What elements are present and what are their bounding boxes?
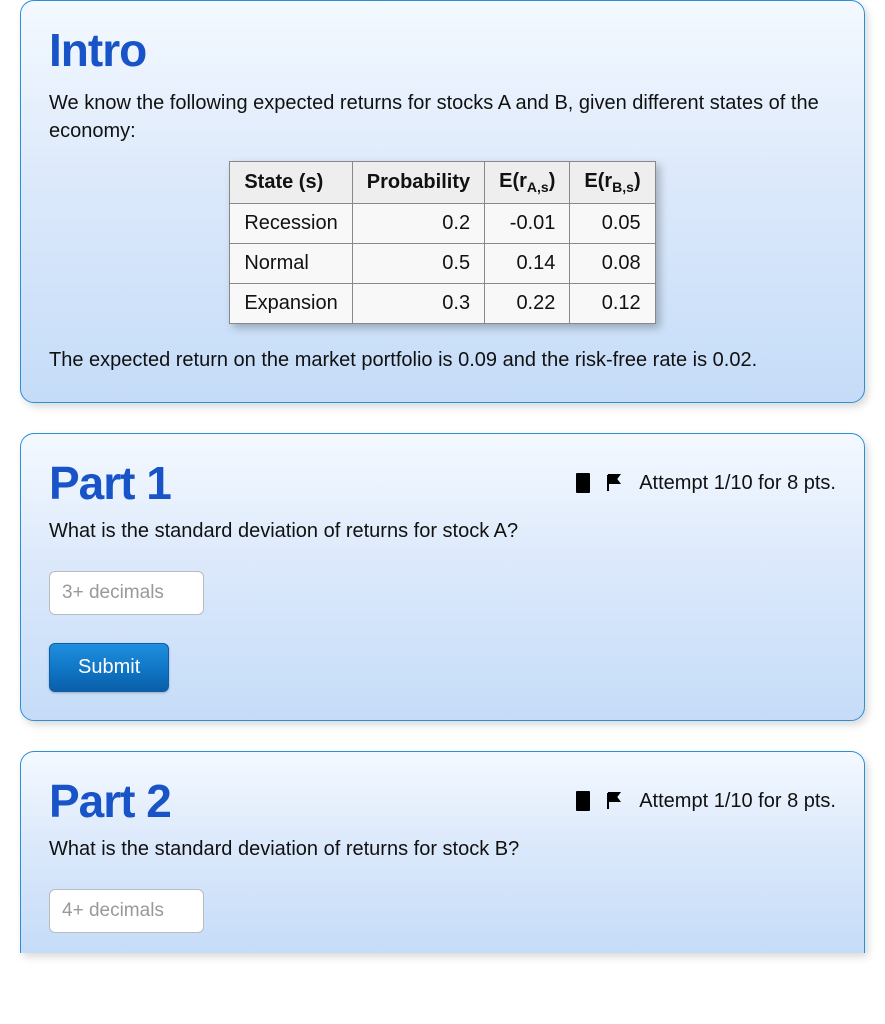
part2-meta: Attempt 1/10 for 8 pts.	[575, 790, 836, 813]
part1-card: Part 1 Attempt 1/10 for 8 pts. What is t…	[20, 433, 865, 721]
part2-question: What is the standard deviation of return…	[49, 838, 836, 861]
part1-question: What is the standard deviation of return…	[49, 520, 836, 543]
part2-header: Part 2 Attempt 1/10 for 8 pts.	[49, 774, 836, 828]
calculator-icon[interactable]	[575, 790, 591, 812]
calculator-icon[interactable]	[575, 472, 591, 494]
part2-title: Part 2	[49, 774, 171, 828]
flag-icon[interactable]	[605, 473, 625, 493]
returns-table-wrap: State (s) Probability E(rA,s) E(rB,s) Re…	[49, 161, 836, 324]
part1-submit-button[interactable]: Submit	[49, 643, 169, 692]
cell-rb: 0.05	[570, 204, 655, 244]
cell-ra: 0.22	[485, 284, 570, 324]
part1-header: Part 1 Attempt 1/10 for 8 pts.	[49, 456, 836, 510]
cell-rb: 0.08	[570, 244, 655, 284]
intro-paragraph-1: We know the following expected returns f…	[49, 89, 836, 145]
flag-icon[interactable]	[605, 791, 625, 811]
cell-state: Normal	[230, 244, 352, 284]
cell-prob: 0.5	[352, 244, 484, 284]
intro-paragraph-2: The expected return on the market portfo…	[49, 346, 836, 374]
cell-state: Expansion	[230, 284, 352, 324]
col-erb: E(rB,s)	[570, 162, 655, 204]
col-era: E(rA,s)	[485, 162, 570, 204]
cell-prob: 0.2	[352, 204, 484, 244]
cell-ra: 0.14	[485, 244, 570, 284]
cell-ra: -0.01	[485, 204, 570, 244]
part1-meta: Attempt 1/10 for 8 pts.	[575, 472, 836, 495]
part1-answer-input[interactable]	[49, 571, 204, 615]
part2-answer-input[interactable]	[49, 889, 204, 933]
intro-card: Intro We know the following expected ret…	[20, 0, 865, 403]
part2-attempt-text: Attempt 1/10 for 8 pts.	[639, 790, 836, 813]
table-row: Normal 0.5 0.14 0.08	[230, 244, 655, 284]
part2-card: Part 2 Attempt 1/10 for 8 pts. What is t…	[20, 751, 865, 953]
part1-title: Part 1	[49, 456, 171, 510]
part1-attempt-text: Attempt 1/10 for 8 pts.	[639, 472, 836, 495]
col-probability: Probability	[352, 162, 484, 204]
col-state: State (s)	[230, 162, 352, 204]
intro-title: Intro	[49, 23, 836, 77]
table-row: Recession 0.2 -0.01 0.05	[230, 204, 655, 244]
cell-prob: 0.3	[352, 284, 484, 324]
cell-rb: 0.12	[570, 284, 655, 324]
table-row: Expansion 0.3 0.22 0.12	[230, 284, 655, 324]
cell-state: Recession	[230, 204, 352, 244]
returns-table: State (s) Probability E(rA,s) E(rB,s) Re…	[229, 161, 655, 324]
